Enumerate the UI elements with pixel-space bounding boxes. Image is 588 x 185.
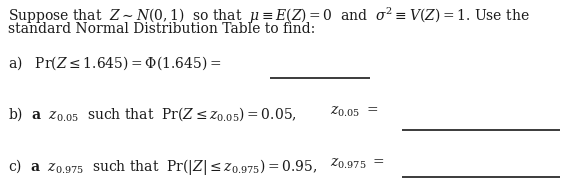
Text: c)  $\mathbf{a}$  $z_{0.975}$  such that  $\mathrm{Pr}(|Z| \leq z_{0.975}) = 0.9: c) $\mathbf{a}$ $z_{0.975}$ such that $\…	[8, 157, 318, 177]
Text: a)   $\mathrm{Pr}(Z \leq 1.645) = \Phi(1.645) = $: a) $\mathrm{Pr}(Z \leq 1.645) = \Phi(1.6…	[8, 54, 222, 72]
Text: $z_{0.05}\ =$: $z_{0.05}\ =$	[330, 105, 379, 119]
Text: standard Normal Distribution Table to find:: standard Normal Distribution Table to fi…	[8, 22, 315, 36]
Text: b)  $\mathbf{a}$  $z_{0.05}$  such that  $\mathrm{Pr}(Z \leq z_{0.05}) = 0.05,$: b) $\mathbf{a}$ $z_{0.05}$ such that $\m…	[8, 105, 297, 123]
Text: Suppose that  $Z \sim N(0,1)$  so that  $\mu \equiv E(Z) = 0$  and  $\sigma^2 \e: Suppose that $Z \sim N(0,1)$ so that $\m…	[8, 6, 530, 26]
Text: $z_{0.975}\ =$: $z_{0.975}\ =$	[330, 157, 385, 171]
